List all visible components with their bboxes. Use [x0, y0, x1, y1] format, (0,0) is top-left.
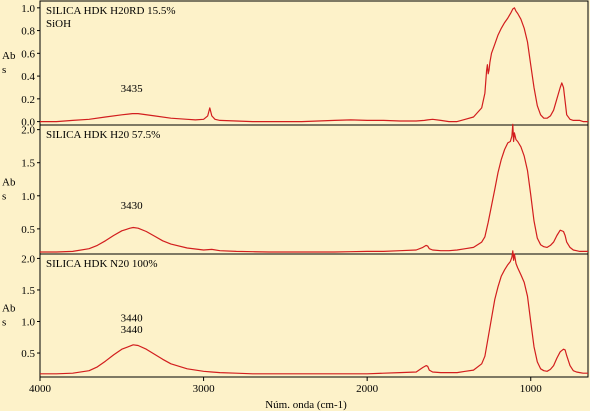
y-tick-label: 1.5	[21, 158, 35, 170]
spectrum-line	[40, 123, 588, 253]
peak-annotation: 3440	[121, 324, 144, 336]
panel-title: SILICA HDK N20 100%	[46, 258, 158, 270]
y-axis-label-cont: s	[2, 191, 6, 203]
panel-title: SILICA HDK H20RD 15.5%	[46, 5, 176, 17]
y-tick-label: 0.5	[21, 224, 35, 236]
y-tick-label: 1.0	[21, 191, 35, 203]
y-tick-label: 2.0	[21, 125, 35, 137]
peak-annotation: 3430	[121, 200, 144, 212]
spectrum-panel: 0.0 0.2 0.4 0.6 0.8 1.0 Ab s SILICA HDK H20RD 15…	[2, 0, 589, 129]
y-tick-label: 0.5	[21, 348, 35, 360]
y-axis-label-cont: s	[2, 317, 6, 329]
x-axis-label: Núm. onda (cm-1)	[265, 399, 347, 411]
y-tick-label: 0.6	[21, 48, 35, 60]
y-tick-label: 1.0	[21, 316, 35, 328]
y-tick-label: 1.0	[21, 3, 35, 15]
x-tick-label: 4000	[29, 383, 52, 395]
y-tick-label: 0.0	[21, 117, 35, 129]
x-tick-label: 2000	[356, 383, 379, 395]
peak-annotation: 3440	[121, 312, 144, 324]
y-axis-label-cont: s	[2, 64, 6, 76]
spectrum-line	[40, 7, 588, 123]
panel-title: SILICA HDK H20 57.5%	[46, 129, 160, 141]
spectrum-line	[40, 250, 588, 375]
panel-subtitle: SiOH	[46, 18, 71, 30]
x-tick-label: 3000	[193, 383, 216, 395]
peak-annotation: 3435	[121, 83, 144, 95]
y-tick-label: 2.0	[21, 253, 35, 265]
y-axis-label: Ab	[2, 50, 16, 62]
y-tick-label: 0.8	[21, 26, 35, 38]
y-tick-label: 1.5	[21, 285, 35, 297]
y-tick-label: 0.4	[21, 71, 35, 83]
x-tick-label: 1000	[520, 383, 543, 395]
spectrum-panel: 0.5 1.0 1.5 2.0 Ab s SILICA HDK N20 100% 344034…	[2, 250, 589, 411]
y-tick-label: 0.2	[21, 94, 35, 106]
y-axis-label: Ab	[2, 303, 16, 315]
y-axis-label: Ab	[2, 177, 16, 189]
plot-frame	[39, 253, 589, 378]
